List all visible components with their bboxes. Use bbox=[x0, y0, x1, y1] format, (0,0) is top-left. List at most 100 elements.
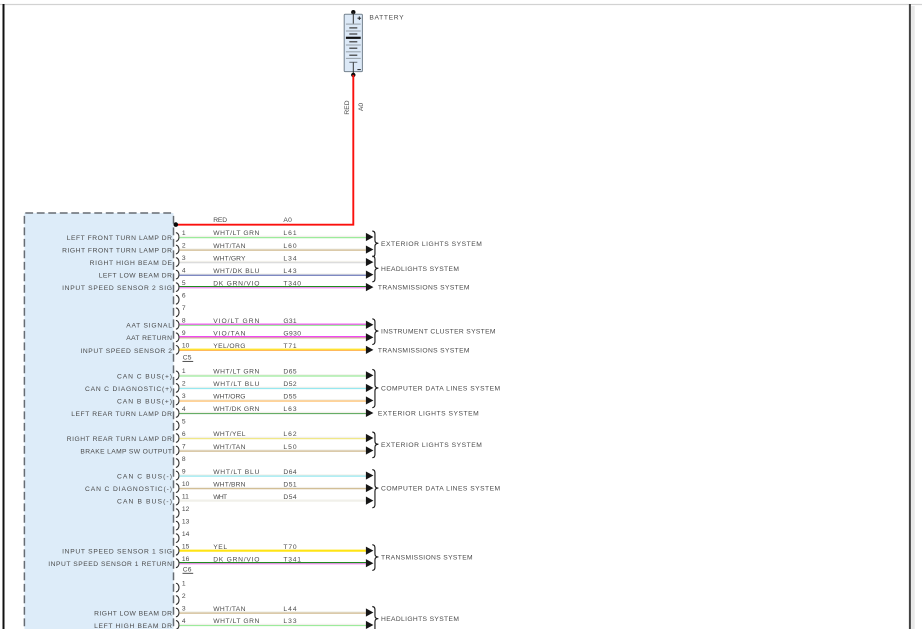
svg-text:TRANSMISSIONS SYSTEM: TRANSMISSIONS SYSTEM bbox=[381, 554, 473, 561]
svg-text:INPUT SPEED SENSOR 1 RETURN: INPUT SPEED SENSOR 1 RETURN bbox=[48, 561, 172, 568]
svg-text:BATTERY: BATTERY bbox=[369, 14, 404, 21]
svg-text:16: 16 bbox=[182, 556, 190, 563]
svg-text:12: 12 bbox=[182, 506, 190, 513]
svg-text:L60: L60 bbox=[283, 243, 296, 250]
svg-text:3: 3 bbox=[182, 605, 186, 612]
svg-text:LEFT FRONT TURN LAMP DR: LEFT FRONT TURN LAMP DR bbox=[67, 235, 172, 242]
svg-text:WHT/LT BLU: WHT/LT BLU bbox=[213, 469, 259, 476]
svg-text:WHT/LT GRN: WHT/LT GRN bbox=[213, 230, 259, 237]
svg-text:6: 6 bbox=[182, 431, 186, 438]
svg-text:TRANSMISSIONS SYSTEM: TRANSMISSIONS SYSTEM bbox=[378, 347, 470, 354]
svg-text:D51: D51 bbox=[283, 481, 296, 488]
svg-text:EXTERIOR LIGHTS SYSTEM: EXTERIOR LIGHTS SYSTEM bbox=[378, 411, 479, 418]
svg-text:LEFT HIGH BEAM DR: LEFT HIGH BEAM DR bbox=[94, 623, 172, 629]
svg-text:WHT/TAN: WHT/TAN bbox=[213, 444, 245, 451]
svg-text:DK GRN/VIO: DK GRN/VIO bbox=[213, 557, 259, 564]
svg-text:15: 15 bbox=[182, 544, 190, 551]
svg-text:CAN C DIAGNOSTIC(+): CAN C DIAGNOSTIC(+) bbox=[85, 386, 172, 393]
svg-text:8: 8 bbox=[182, 456, 186, 463]
svg-text:4: 4 bbox=[182, 618, 186, 625]
svg-text:CAN B BUS(+): CAN B BUS(+) bbox=[117, 398, 172, 405]
svg-text:3: 3 bbox=[182, 255, 186, 262]
svg-text:5: 5 bbox=[182, 418, 186, 425]
svg-text:D55: D55 bbox=[283, 394, 296, 401]
svg-text:INPUT SPEED SENSOR 2: INPUT SPEED SENSOR 2 bbox=[80, 348, 172, 355]
svg-text:L61: L61 bbox=[283, 230, 296, 237]
svg-text:WHT/GRY: WHT/GRY bbox=[213, 255, 246, 262]
svg-text:YEL/ORG: YEL/ORG bbox=[213, 343, 245, 350]
svg-text:G31: G31 bbox=[283, 318, 296, 325]
svg-text:4: 4 bbox=[182, 406, 186, 413]
svg-text:AAT SIGNAL: AAT SIGNAL bbox=[126, 323, 172, 330]
svg-text:VIO/TAN: VIO/TAN bbox=[213, 331, 245, 338]
svg-text:WHT/TAN: WHT/TAN bbox=[213, 243, 245, 250]
svg-text:T340: T340 bbox=[283, 280, 301, 287]
svg-text:9: 9 bbox=[182, 330, 186, 337]
svg-text:LEFT REAR TURN LAMP DR: LEFT REAR TURN LAMP DR bbox=[71, 411, 172, 418]
svg-text:11: 11 bbox=[182, 493, 189, 500]
svg-text:9: 9 bbox=[182, 468, 186, 475]
svg-text:INSTRUMENT CLUSTER SYSTEM: INSTRUMENT CLUSTER SYSTEM bbox=[381, 329, 496, 336]
svg-text:HEADLIGHTS SYSTEM: HEADLIGHTS SYSTEM bbox=[381, 266, 459, 273]
svg-text:RED: RED bbox=[344, 100, 351, 114]
svg-text:L33: L33 bbox=[283, 618, 296, 625]
svg-text:L62: L62 bbox=[283, 431, 296, 438]
svg-text:1: 1 bbox=[182, 580, 186, 587]
svg-text:RIGHT HIGH BEAM DE: RIGHT HIGH BEAM DE bbox=[90, 260, 173, 267]
svg-text:G930: G930 bbox=[283, 331, 301, 338]
svg-text:10: 10 bbox=[182, 481, 190, 488]
svg-text:CAN C BUS(+): CAN C BUS(+) bbox=[117, 373, 172, 380]
svg-text:14: 14 bbox=[182, 531, 190, 538]
svg-text:1: 1 bbox=[182, 368, 186, 375]
svg-text:2: 2 bbox=[182, 242, 186, 249]
svg-text:7: 7 bbox=[182, 305, 186, 312]
svg-text:LEFT LOW BEAM DR: LEFT LOW BEAM DR bbox=[99, 273, 172, 280]
svg-text:RIGHT LOW BEAM DR: RIGHT LOW BEAM DR bbox=[94, 610, 172, 617]
svg-text:CAN C DIAGNOSTIC(-): CAN C DIAGNOSTIC(-) bbox=[85, 486, 172, 493]
svg-text:D52: D52 bbox=[283, 381, 296, 388]
svg-text:CAN B BUS(-): CAN B BUS(-) bbox=[117, 499, 172, 506]
svg-text:INPUT SPEED SENSOR 1 SIG: INPUT SPEED SENSOR 1 SIG bbox=[62, 549, 172, 556]
svg-text:1: 1 bbox=[182, 230, 186, 237]
svg-text:EXTERIOR LIGHTS SYSTEM: EXTERIOR LIGHTS SYSTEM bbox=[381, 442, 482, 449]
svg-text:2: 2 bbox=[182, 593, 186, 600]
svg-text:D65: D65 bbox=[283, 369, 296, 376]
svg-text:WHT/BRN: WHT/BRN bbox=[213, 481, 245, 488]
svg-text:INPUT SPEED SENSOR 2 SIG: INPUT SPEED SENSOR 2 SIG bbox=[62, 285, 172, 292]
svg-text:RED: RED bbox=[213, 217, 227, 224]
svg-text:L43: L43 bbox=[283, 268, 296, 275]
svg-text:HEADLIGHTS SYSTEM: HEADLIGHTS SYSTEM bbox=[381, 616, 459, 623]
svg-text:6: 6 bbox=[182, 293, 186, 300]
svg-text:WHT/LT BLU: WHT/LT BLU bbox=[213, 381, 259, 388]
svg-text:L50: L50 bbox=[283, 444, 296, 451]
svg-text:WHT/DK BLU: WHT/DK BLU bbox=[213, 268, 259, 275]
svg-text:10: 10 bbox=[182, 343, 190, 350]
svg-text:EXTERIOR LIGHTS SYSTEM: EXTERIOR LIGHTS SYSTEM bbox=[381, 241, 482, 248]
svg-text:WHT/TAN: WHT/TAN bbox=[213, 606, 245, 613]
svg-text:C6: C6 bbox=[183, 567, 192, 574]
svg-text:D54: D54 bbox=[283, 494, 296, 501]
svg-text:2: 2 bbox=[182, 381, 186, 388]
svg-text:T71: T71 bbox=[283, 343, 296, 350]
svg-text:RIGHT REAR TURN LAMP DR: RIGHT REAR TURN LAMP DR bbox=[67, 436, 172, 443]
svg-text:C5: C5 bbox=[183, 355, 192, 362]
svg-text:13: 13 bbox=[182, 518, 190, 525]
svg-text:A0: A0 bbox=[358, 103, 365, 111]
svg-text:BRAKE LAMP SW OUTPUT: BRAKE LAMP SW OUTPUT bbox=[80, 448, 172, 455]
svg-text:WHT/ORG: WHT/ORG bbox=[213, 394, 245, 401]
svg-text:L34: L34 bbox=[283, 255, 296, 262]
svg-text:3: 3 bbox=[182, 393, 186, 400]
svg-text:CAN C BUS(-): CAN C BUS(-) bbox=[117, 474, 172, 481]
svg-text:T70: T70 bbox=[283, 544, 296, 551]
svg-text:RIGHT FRONT TURN LAMP DR: RIGHT FRONT TURN LAMP DR bbox=[62, 247, 172, 254]
svg-text:T341: T341 bbox=[283, 557, 301, 564]
svg-text:WHT/DK GRN: WHT/DK GRN bbox=[213, 406, 259, 413]
svg-text:8: 8 bbox=[182, 318, 186, 325]
svg-text:L63: L63 bbox=[283, 406, 296, 413]
svg-text:YEL: YEL bbox=[213, 544, 227, 551]
svg-text:WHT/YEL: WHT/YEL bbox=[213, 431, 246, 438]
svg-text:5: 5 bbox=[182, 280, 186, 287]
svg-text:VIO/LT GRN: VIO/LT GRN bbox=[213, 318, 259, 325]
svg-text:COMPUTER DATA LINES SYSTEM: COMPUTER DATA LINES SYSTEM bbox=[381, 486, 501, 493]
svg-text:TRANSMISSIONS SYSTEM: TRANSMISSIONS SYSTEM bbox=[378, 285, 470, 292]
